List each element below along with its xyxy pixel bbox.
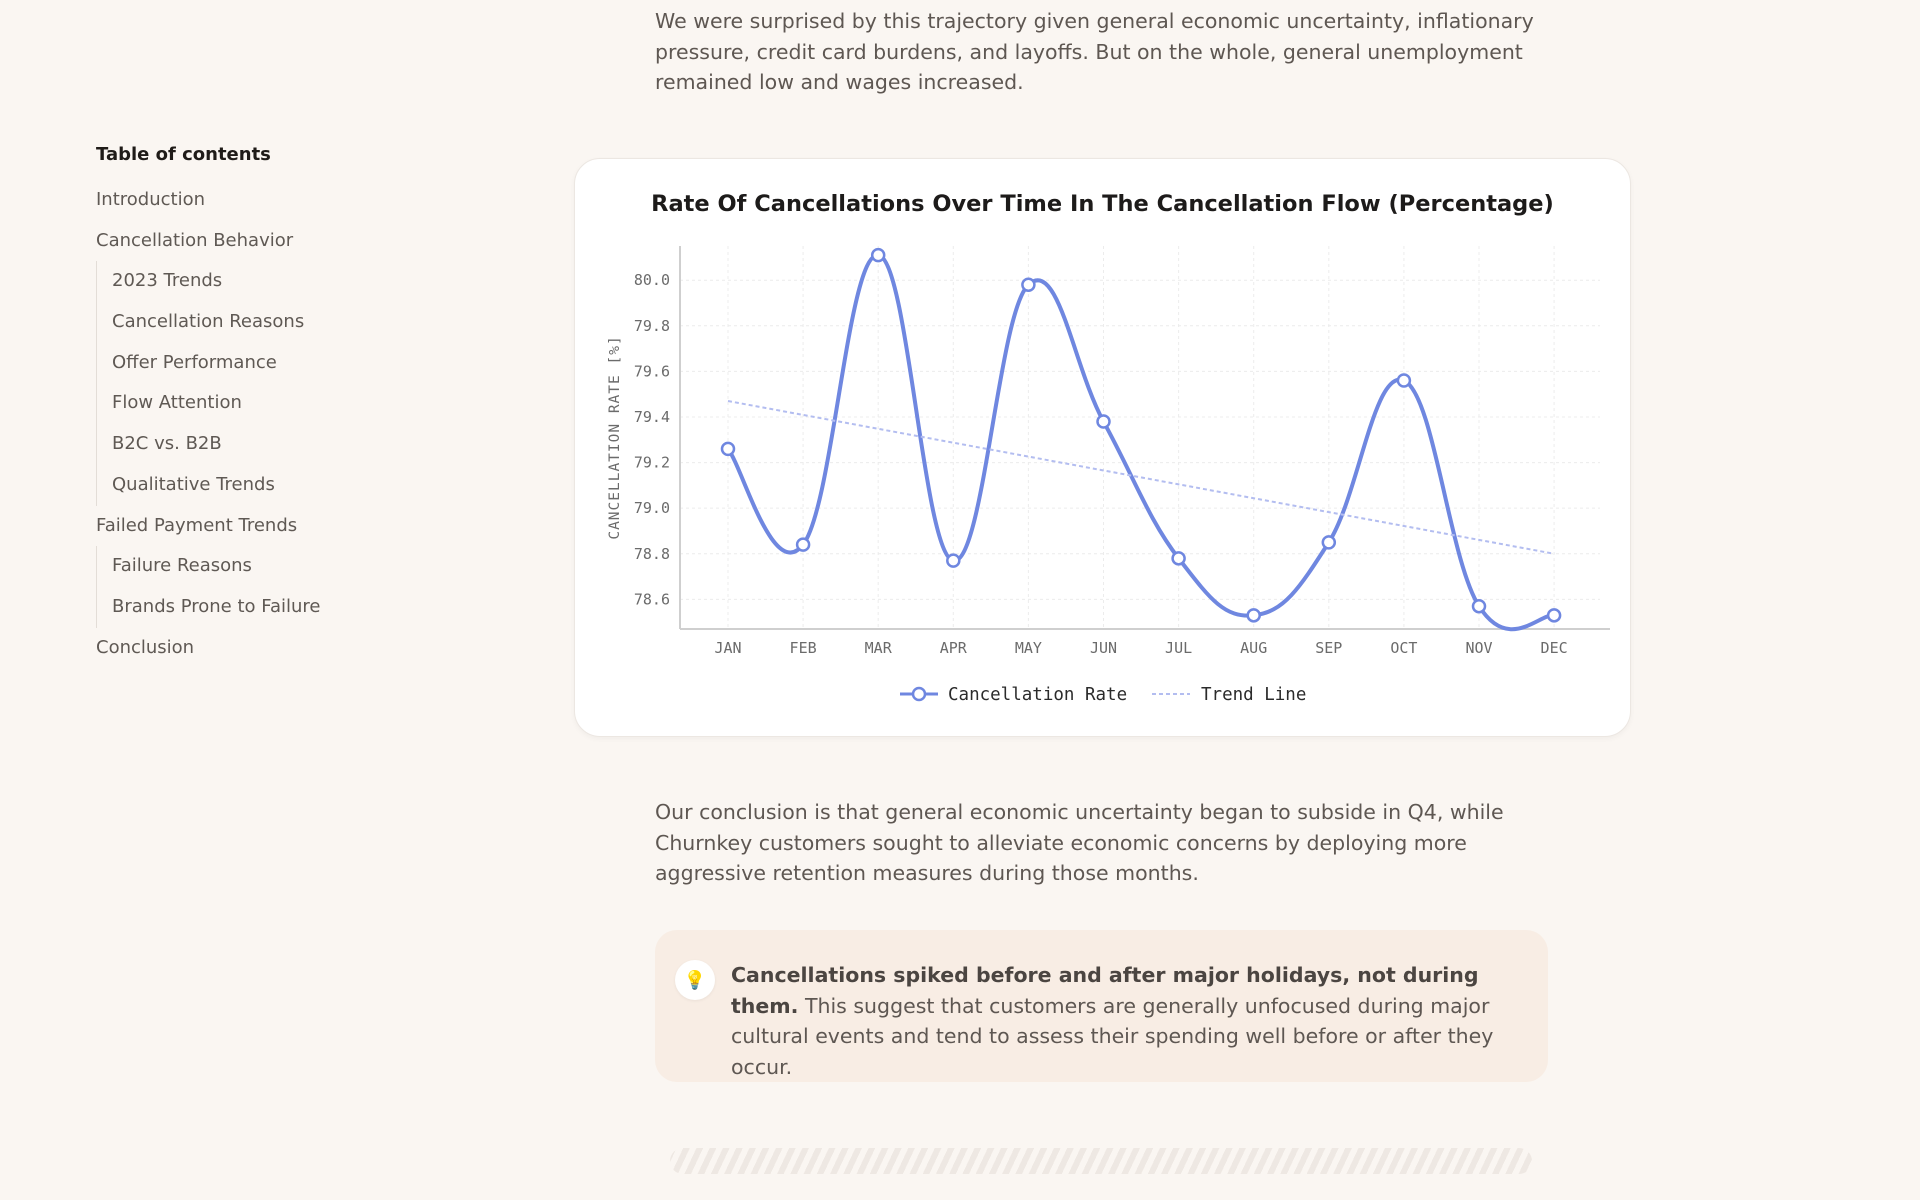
y-tick-label: 78.6 <box>634 590 670 608</box>
chart-legend: Cancellation Rate Trend Line <box>900 685 1306 705</box>
chart-title: Rate Of Cancellations Over Time In The C… <box>651 191 1554 217</box>
toc-list: Introduction Cancellation Behavior 2023 Tr… <box>96 180 396 668</box>
legend-marker-cancellation-rate <box>911 686 927 702</box>
chart-grid <box>680 246 1600 629</box>
callout-text: Cancellations spiked before and after ma… <box>731 960 1521 1082</box>
toc-item-flow-attention[interactable]: Flow Attention <box>96 383 396 425</box>
x-tick-label: AUG <box>1240 639 1267 657</box>
lightbulb-icon: 💡 <box>675 960 715 1000</box>
toc-item-b2c-vs-b2b[interactable]: B2C vs. B2B <box>96 424 396 465</box>
series-trend-line <box>727 400 1555 555</box>
y-axis-title: CANCELLATION RATE [%] <box>607 335 623 539</box>
toc-item-offer-performance[interactable]: Offer Performance <box>96 342 396 384</box>
x-tick-label: OCT <box>1390 639 1417 657</box>
y-tick-label: 79.2 <box>634 454 670 472</box>
cancellation-rate-chart: 80.0 79.8 79.6 79.4 79.2 79.0 78.8 78.6 JAN FEB MA… <box>607 246 1610 705</box>
trend-line <box>727 400 1555 555</box>
table-of-contents: Table of contents Introduction Cancellati… <box>96 140 396 668</box>
x-tick-label: DEC <box>1541 639 1568 657</box>
conclusion-paragraph: Our conclusion is that general economic … <box>655 800 1504 885</box>
toc-item-2023-trends[interactable]: 2023 Trends <box>96 261 396 303</box>
x-tick-label: FEB <box>790 639 817 657</box>
data-point-jan <box>720 441 736 457</box>
x-tick-label: SEP <box>1315 639 1342 657</box>
toc-item-conclusion[interactable]: Conclusion <box>96 636 195 658</box>
toc-item-failed-payment-trends[interactable]: Failed Payment Trends <box>96 514 298 536</box>
data-point-aug <box>1246 608 1261 623</box>
y-tick-label: 79.8 <box>634 317 670 335</box>
data-point-may <box>1021 277 1036 293</box>
legend-label-trend-line: Trend Line <box>1201 685 1306 705</box>
data-point-oct <box>1396 373 1412 388</box>
toc-item-cancellation-behavior[interactable]: Cancellation Behavior <box>96 229 294 251</box>
cancellation-rate-line <box>726 253 1555 632</box>
legend-label-cancellation-rate: Cancellation Rate <box>948 685 1127 705</box>
toc-title: Table of contents <box>96 144 271 165</box>
x-tick-label: JUN <box>1090 639 1117 657</box>
y-tick-label: 79.6 <box>634 362 670 380</box>
data-point-sep <box>1321 535 1337 550</box>
data-point-feb <box>795 537 811 552</box>
toc-item-failure-reasons[interactable]: Failure Reasons <box>96 546 396 587</box>
x-tick-label: MAY <box>1015 639 1042 657</box>
data-point-mar <box>870 247 886 263</box>
faded-decorative-strip <box>670 1148 1532 1174</box>
x-tick-label: MAR <box>865 639 893 657</box>
data-point-nov <box>1471 598 1487 614</box>
callout-body-text: This suggest that customers are generall… <box>731 993 1494 1079</box>
series-cancellation-rate <box>720 247 1562 632</box>
x-tick-label: NOV <box>1465 639 1492 657</box>
toc-item-cancellation-reasons[interactable]: Cancellation Reasons <box>96 302 396 343</box>
insight-callout: 💡 Cancellations spiked before and after … <box>655 930 1548 1082</box>
x-tick-label: JUL <box>1165 639 1192 657</box>
y-tick-label: 79.0 <box>634 499 670 517</box>
chart-card: Rate Of Cancellations Over Time In The C… <box>574 158 1631 737</box>
y-tick-label: 80.0 <box>634 271 670 289</box>
x-tick-label: APR <box>940 639 968 657</box>
x-tick-label: JAN <box>714 639 741 657</box>
data-point-dec <box>1546 608 1562 623</box>
toc-item-qualitative-trends[interactable]: Qualitative Trends <box>96 464 396 506</box>
data-point-apr <box>946 553 961 568</box>
toc-item-brands-prone-to-failure[interactable]: Brands Prone to Failure <box>96 586 396 628</box>
data-point-jun <box>1096 414 1111 429</box>
intro-paragraph: We were surprised by this trajectory giv… <box>655 9 1534 94</box>
toc-item-introduction[interactable]: Introduction <box>96 189 206 210</box>
y-tick-label: 79.4 <box>634 408 670 426</box>
data-point-jul <box>1171 551 1186 566</box>
y-tick-label: 78.8 <box>634 545 670 563</box>
callout-bold-text: Cancellations spiked before and after ma… <box>731 963 1479 1018</box>
